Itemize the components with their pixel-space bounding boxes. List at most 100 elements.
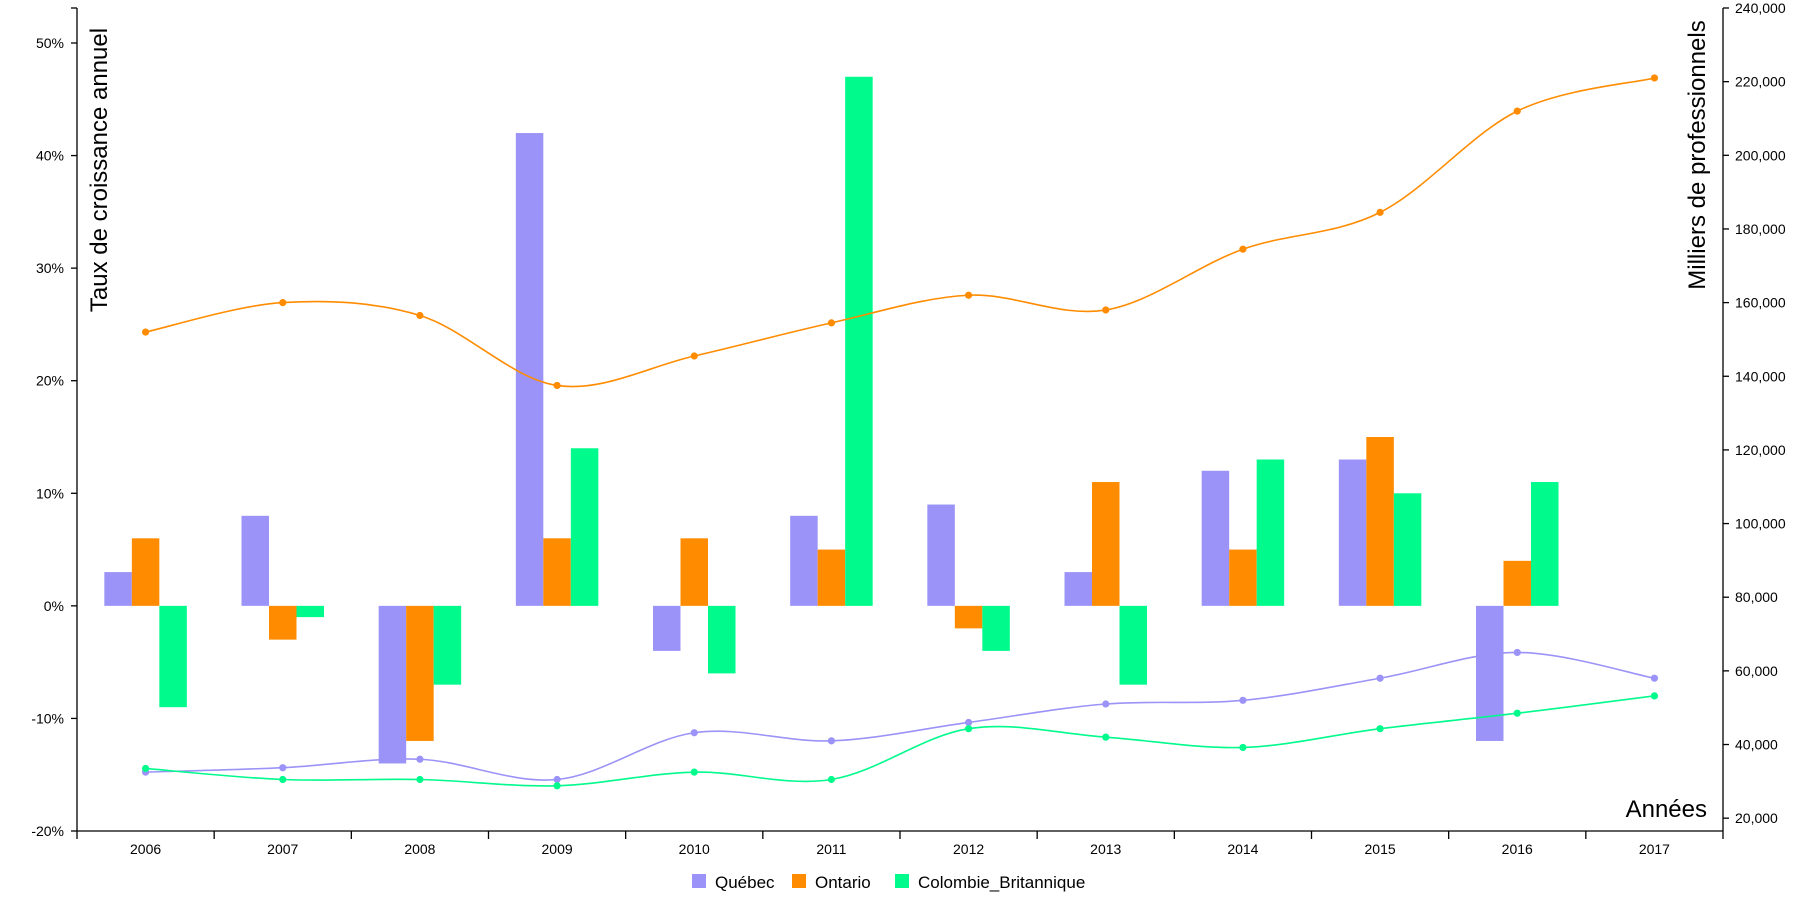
y-right-tick-label: 20,000 bbox=[1735, 810, 1778, 826]
point-Ontario-2016 bbox=[1513, 107, 1521, 115]
x-tick-label: 2006 bbox=[130, 841, 161, 857]
point-Ontario-2011 bbox=[827, 319, 836, 327]
y-right-tick-label: 140,000 bbox=[1735, 368, 1786, 384]
x-tick-label: 2009 bbox=[542, 841, 573, 857]
bar-Québec-2016 bbox=[1476, 605, 1504, 741]
bar-Colombie_Britannique-2009 bbox=[570, 448, 599, 606]
point-Colombie_Britannique-2012 bbox=[964, 725, 973, 733]
bar-Ontario-2006 bbox=[131, 538, 160, 606]
bar-Colombie_Britannique-2015 bbox=[1393, 493, 1422, 606]
bar-Colombie_Britannique-2012 bbox=[982, 605, 1010, 651]
point-Ontario-2013 bbox=[1102, 306, 1110, 314]
bar-Ontario-2008 bbox=[406, 605, 434, 741]
y-right-tick-label: 160,000 bbox=[1735, 295, 1786, 311]
legend-swatch-Colombie_Britannique bbox=[895, 874, 909, 888]
point-Québec-2015 bbox=[1376, 674, 1384, 682]
point-Québec-2011 bbox=[827, 737, 836, 745]
bar-Colombie_Britannique-2013 bbox=[1119, 605, 1147, 685]
point-Québec-2013 bbox=[1102, 700, 1110, 708]
point-Québec-2017 bbox=[1650, 674, 1659, 682]
point-Ontario-2012 bbox=[964, 291, 973, 299]
x-tick-label: 2013 bbox=[1090, 841, 1121, 857]
point-Colombie_Britannique-2006 bbox=[141, 764, 150, 773]
point-Colombie_Britannique-2013 bbox=[1102, 733, 1110, 741]
legend-label-Ontario: Ontario bbox=[815, 873, 871, 892]
bar-Québec-2006 bbox=[104, 572, 132, 606]
bar-Colombie_Britannique-2008 bbox=[433, 605, 462, 685]
point-Colombie_Britannique-2010 bbox=[690, 768, 698, 776]
bar-Ontario-2015 bbox=[1366, 437, 1394, 606]
legend: Québec Ontario Colombie_Britannique bbox=[692, 873, 1085, 892]
point-Ontario-2010 bbox=[690, 352, 698, 360]
axes-layer: -20% -10% 0% 10% 20% 30% 40% 50% 20,000 40,000 60,… bbox=[31, 0, 1786, 857]
bar-Colombie_Britannique-2016 bbox=[1531, 482, 1559, 606]
point-Québec-2010 bbox=[690, 729, 698, 737]
bar-Ontario-2007 bbox=[269, 605, 297, 640]
y-right-tick-label: 100,000 bbox=[1735, 516, 1786, 532]
lines-layer bbox=[141, 74, 1659, 790]
point-Ontario-2008 bbox=[416, 311, 424, 320]
legend-swatch-Ontario bbox=[792, 874, 806, 888]
point-Colombie_Britannique-2011 bbox=[827, 775, 836, 784]
bar-Québec-2008 bbox=[378, 605, 407, 764]
legend-label-Québec: Québec bbox=[715, 873, 775, 892]
x-tick-label: 2015 bbox=[1365, 841, 1396, 857]
bar-Colombie_Britannique-2007 bbox=[296, 605, 324, 618]
y-left-tick-label: 50% bbox=[36, 35, 64, 51]
legend-swatch-Québec bbox=[692, 874, 706, 888]
point-Québec-2014 bbox=[1239, 696, 1247, 704]
bar-Ontario-2011 bbox=[817, 549, 846, 606]
y-left-tick-label: -20% bbox=[31, 823, 64, 839]
x-tick-label: 2017 bbox=[1639, 841, 1670, 857]
y-axis-right-title: Milliers de professionnels bbox=[1684, 20, 1711, 289]
bar-Québec-2009 bbox=[515, 133, 544, 606]
line-Ontario bbox=[145, 77, 1655, 388]
bar-Québec-2012 bbox=[927, 504, 955, 606]
bars-layer bbox=[104, 76, 1559, 764]
y-right-tick-label: 180,000 bbox=[1735, 221, 1786, 237]
x-tick-label: 2010 bbox=[679, 841, 710, 857]
y-left-tick-label: 10% bbox=[36, 485, 64, 501]
point-Ontario-2017 bbox=[1650, 74, 1659, 82]
bar-Colombie_Britannique-2010 bbox=[708, 605, 736, 674]
y-right-tick-label: 60,000 bbox=[1735, 663, 1778, 679]
bar-Colombie_Britannique-2014 bbox=[1256, 459, 1285, 606]
bar-Québec-2010 bbox=[653, 605, 681, 651]
bar-Ontario-2014 bbox=[1229, 549, 1257, 606]
legend-label-Colombie_Britannique: Colombie_Britannique bbox=[918, 873, 1085, 892]
y-left-tick-label: 0% bbox=[44, 598, 64, 614]
bar-Ontario-2010 bbox=[680, 538, 708, 606]
bar-Colombie_Britannique-2011 bbox=[845, 76, 873, 606]
x-tick-label: 2011 bbox=[816, 841, 846, 857]
x-tick-label: 2008 bbox=[404, 841, 435, 857]
line-Québec bbox=[145, 651, 1655, 781]
bar-Québec-2014 bbox=[1201, 470, 1230, 606]
point-Québec-2012 bbox=[964, 718, 973, 727]
x-tick-label: 2014 bbox=[1227, 841, 1258, 857]
point-Colombie_Britannique-2007 bbox=[279, 775, 287, 784]
line-Colombie_Britannique bbox=[145, 695, 1655, 787]
point-Colombie_Britannique-2009 bbox=[553, 782, 561, 790]
point-Ontario-2009 bbox=[553, 381, 561, 390]
x-tick-label: 2007 bbox=[267, 841, 298, 857]
bar-Québec-2013 bbox=[1064, 572, 1092, 606]
x-axis-title: Années bbox=[1626, 796, 1707, 823]
y-axis-left-title: Taux de croissance annuel bbox=[86, 28, 113, 312]
point-Colombie_Britannique-2017 bbox=[1650, 692, 1659, 700]
y-right-tick-label: 200,000 bbox=[1735, 147, 1786, 163]
y-right-tick-label: 240,000 bbox=[1735, 0, 1786, 16]
y-left-tick-label: -10% bbox=[31, 710, 64, 726]
bar-Québec-2007 bbox=[241, 515, 269, 606]
y-right-tick-label: 120,000 bbox=[1735, 442, 1786, 458]
point-Québec-2009 bbox=[553, 775, 561, 784]
x-tick-label: 2016 bbox=[1502, 841, 1533, 857]
y-left-tick-label: 30% bbox=[36, 260, 64, 276]
y-right-tick-label: 80,000 bbox=[1735, 589, 1778, 605]
point-Québec-2016 bbox=[1513, 648, 1521, 657]
bar-Québec-2011 bbox=[790, 515, 818, 606]
point-Colombie_Britannique-2014 bbox=[1239, 743, 1247, 752]
point-Colombie_Britannique-2015 bbox=[1376, 725, 1384, 733]
bar-Ontario-2009 bbox=[543, 538, 571, 606]
y-left-tick-label: 40% bbox=[36, 148, 64, 164]
